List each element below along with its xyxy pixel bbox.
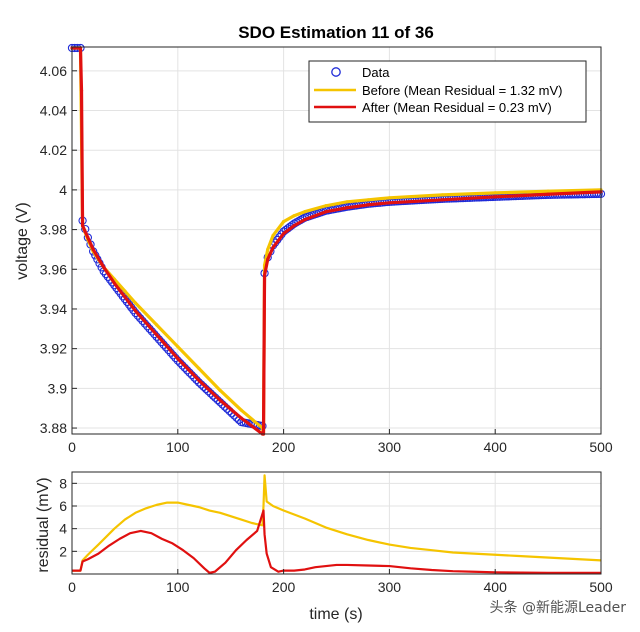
series-point (493, 191, 497, 195)
series-point (366, 198, 370, 202)
series-point (155, 333, 159, 337)
series-point (176, 345, 180, 349)
top-ytick-label: 3.9 (48, 380, 68, 396)
top-xtick-label: 0 (68, 439, 76, 455)
watermark: 头条 @新能源Leader (490, 599, 627, 616)
top-ytick-label: 4 (59, 182, 67, 198)
series-point (366, 203, 370, 207)
bottom-ytick-label: 8 (59, 475, 67, 491)
top-xtick-label: 400 (484, 439, 508, 455)
series-point (292, 224, 296, 228)
bottom-grid (71, 472, 602, 574)
bottom-ytick-label: 4 (59, 521, 67, 537)
series-point (440, 198, 444, 202)
bottom-axes-box (71, 471, 602, 575)
series-point (197, 366, 201, 371)
series-point (79, 89, 84, 93)
bottom-ticks: 0 100 200 300 400 500 2 4 6 8 (59, 475, 613, 595)
top-ytick-label: 3.98 (40, 222, 67, 238)
series-point (546, 192, 550, 196)
series-point (303, 218, 307, 222)
bottom-xtick-label: 0 (68, 579, 76, 595)
series-point (239, 408, 243, 412)
chart-title: SDO Estimation 11 of 36 (238, 23, 434, 42)
bottom-ytick-label: 6 (59, 498, 67, 514)
series-point (218, 388, 222, 392)
top-ytick-label: 3.88 (40, 420, 67, 436)
series-point (102, 265, 106, 269)
series-point (271, 233, 275, 238)
series-point (303, 210, 307, 214)
bottom-xlabel: time (s) (309, 606, 362, 623)
top-ytick-label: 4.02 (40, 142, 67, 158)
top-ylabel: voltage (V) (14, 202, 31, 279)
legend-label-before: Before (Mean Residual = 1.32 mV) (362, 83, 563, 98)
legend: Data Before (Mean Residual = 1.32 mV) Af… (308, 60, 587, 123)
series-point (282, 220, 286, 224)
top-ytick-label: 4.04 (40, 103, 67, 119)
bottom-ytick-label: 2 (59, 543, 67, 559)
legend-label-after: After (Mean Residual = 0.23 mV) (362, 100, 552, 115)
top-xtick-label: 200 (272, 439, 296, 455)
top-xtick-label: 100 (166, 439, 190, 455)
bottom-series-after-line (72, 509, 601, 574)
series-point (155, 323, 159, 327)
series-point (493, 195, 497, 199)
series-point (112, 281, 116, 285)
top-ytick-label: 3.94 (40, 301, 67, 317)
series-point (324, 204, 328, 208)
series-point (282, 231, 286, 236)
bottom-xtick-label: 100 (166, 579, 190, 595)
series-point (271, 245, 275, 250)
top-series-after-markers (70, 46, 603, 436)
series-point (197, 378, 201, 383)
top-ytick-label: 3.92 (40, 341, 67, 357)
bottom-ylabel: residual (mV) (35, 477, 52, 572)
legend-label-data: Data (362, 65, 390, 80)
series-point (80, 224, 85, 228)
series-point (239, 416, 243, 420)
bottom-xtick-label: 400 (484, 579, 508, 595)
bottom-xtick-label: 300 (378, 579, 402, 595)
top-axes-box (71, 46, 602, 435)
bottom-series (72, 474, 602, 574)
top-ytick-label: 3.96 (40, 261, 67, 277)
series-point (133, 309, 138, 313)
series-point (440, 193, 444, 197)
bottom-xtick-label: 500 (589, 579, 613, 595)
top-series (67, 43, 606, 436)
legend-marker-data (331, 67, 341, 77)
series-point (123, 289, 127, 293)
top-ticks: 0 100 200 300 400 500 3.88 3.9 3.92 3.94 3.96 3.98 4… (40, 63, 613, 455)
series-point (387, 196, 391, 200)
series-point (262, 273, 267, 277)
series-point (387, 201, 391, 205)
series-point (123, 295, 127, 299)
series-point (266, 247, 270, 252)
bottom-series-before-line (72, 474, 602, 572)
top-xtick-label: 300 (378, 439, 402, 455)
top-ytick-label: 4.06 (40, 63, 67, 79)
series-point (345, 200, 349, 204)
series-point (176, 356, 180, 361)
series-point (91, 247, 95, 252)
series-point (218, 398, 222, 402)
series-point (345, 206, 349, 210)
series-point (266, 257, 270, 261)
series-point (546, 189, 550, 193)
series-point (292, 214, 296, 218)
top-xtick-label: 500 (589, 439, 613, 455)
series-point (86, 235, 90, 240)
bottom-xtick-label: 200 (272, 579, 296, 595)
series-point (133, 301, 138, 305)
series-point (324, 210, 328, 214)
